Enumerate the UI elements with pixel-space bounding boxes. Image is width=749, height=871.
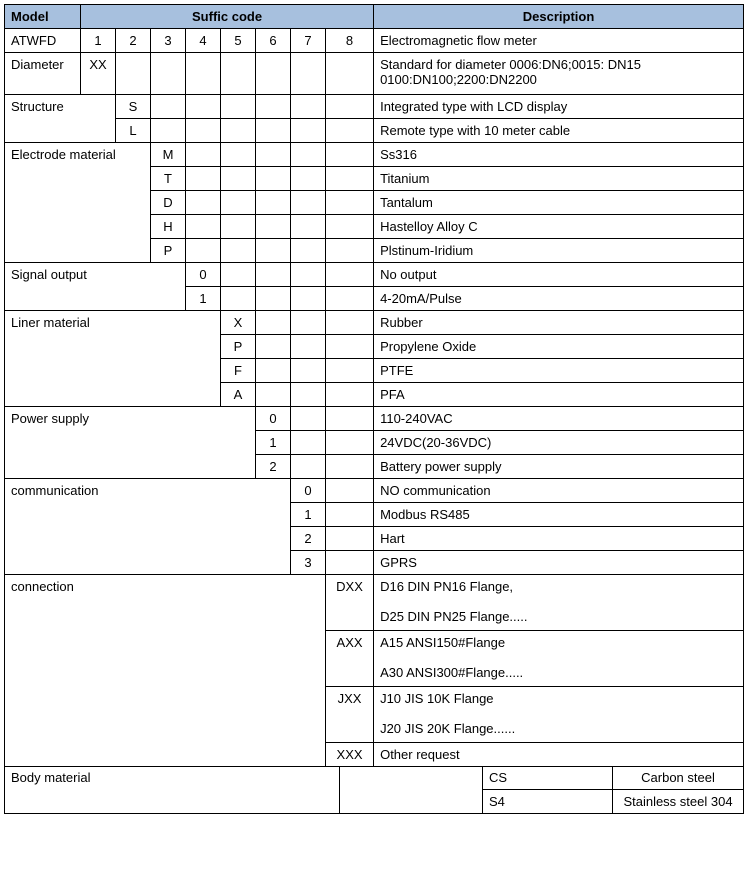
code-electrode-d: D (151, 191, 186, 215)
code-electrode-m: M (151, 143, 186, 167)
desc-electrode-m: Ss316 (374, 143, 744, 167)
code-structure-s: S (116, 95, 151, 119)
label-signal: Signal output (5, 263, 186, 311)
desc-diameter: Standard for diameter 0006:DN6;0015: DN1… (374, 53, 744, 95)
code-electrode-h: H (151, 215, 186, 239)
header-model: Model (5, 5, 81, 29)
desc-conn-jxx: J10 JIS 10K Flange J20 JIS 20K Flange...… (374, 687, 744, 743)
desc-liner-x: Rubber (374, 311, 744, 335)
desc-structure-s: Integrated type with LCD display (374, 95, 744, 119)
desc-structure-l: Remote type with 10 meter cable (374, 119, 744, 143)
code-signal-0: 0 (186, 263, 221, 287)
label-body: Body material (5, 766, 340, 814)
desc-comm-3: GPRS (374, 551, 744, 575)
desc-electrode-d: Tantalum (374, 191, 744, 215)
desc-conn-dxx: D16 DIN PN16 Flange, D25 DIN PN25 Flange… (374, 575, 744, 631)
code-electrode-p: P (151, 239, 186, 263)
code-signal-1: 1 (186, 287, 221, 311)
code-7: 7 (291, 29, 326, 53)
row-diameter: Diameter XX Standard for diameter 0006:D… (5, 53, 744, 95)
label-connection: connection (5, 575, 326, 767)
row-signal-1: Signal output 0 No output (5, 263, 744, 287)
code-conn-axx: AXX (326, 631, 374, 687)
desc-electrode-h: Hastelloy Alloy C (374, 215, 744, 239)
code-electrode-t: T (151, 167, 186, 191)
desc-conn-axx: A15 ANSI150#Flange A30 ANSI300#Flange...… (374, 631, 744, 687)
desc-electrode-t: Titanium (374, 167, 744, 191)
code-liner-f: F (221, 359, 256, 383)
code-body-cs: CS (483, 766, 613, 790)
label-structure: Structure (5, 95, 116, 143)
code-power-1: 1 (256, 431, 291, 455)
label-comm: communication (5, 479, 291, 575)
row-structure-1: Structure S Integrated type with LCD dis… (5, 95, 744, 119)
row-power-1: Power supply 0 110-240VAC (5, 407, 744, 431)
row-body-1: Body material CS Carbon steel (5, 766, 744, 790)
desc-comm-1: Modbus RS485 (374, 503, 744, 527)
row-comm-1: communication 0 NO communication (5, 479, 744, 503)
desc-comm-0: NO communication (374, 479, 744, 503)
code-2: 2 (116, 29, 151, 53)
row-atwfd: ATWFD 1 2 3 4 5 6 7 8 Electromagnetic fl… (5, 29, 744, 53)
code-liner-a: A (221, 383, 256, 407)
row-liner-1: Liner material X Rubber (5, 311, 744, 335)
code-body-s4: S4 (483, 790, 613, 814)
code-comm-0: 0 (291, 479, 326, 503)
code-diameter: XX (81, 53, 116, 95)
desc-liner-f: PTFE (374, 359, 744, 383)
header-row: Model Suffic code Description (5, 5, 744, 29)
code-liner-p: P (221, 335, 256, 359)
code-conn-dxx: DXX (326, 575, 374, 631)
code-structure-l: L (116, 119, 151, 143)
code-8: 8 (326, 29, 374, 53)
code-comm-2: 2 (291, 527, 326, 551)
code-6: 6 (256, 29, 291, 53)
row-structure-2: L Remote type with 10 meter cable (5, 119, 744, 143)
desc-power-0: 110-240VAC (374, 407, 744, 431)
code-5: 5 (221, 29, 256, 53)
desc-comm-2: Hart (374, 527, 744, 551)
row-electrode-1: Electrode material M Ss316 (5, 143, 744, 167)
label-electrode: Electrode material (5, 143, 151, 263)
desc-body-cs: Carbon steel (613, 766, 744, 790)
desc-electrode-p: Plstinum-Iridium (374, 239, 744, 263)
desc-atwfd: Electromagnetic flow meter (374, 29, 744, 53)
code-4: 4 (186, 29, 221, 53)
code-comm-1: 1 (291, 503, 326, 527)
desc-liner-p: Propylene Oxide (374, 335, 744, 359)
code-liner-x: X (221, 311, 256, 335)
header-desc: Description (374, 5, 744, 29)
desc-power-1: 24VDC(20-36VDC) (374, 431, 744, 455)
label-power: Power supply (5, 407, 256, 479)
desc-body-s4: Stainless steel 304 (613, 790, 744, 814)
desc-signal-0: No output (374, 263, 744, 287)
header-suffix: Suffic code (81, 5, 374, 29)
row-conn-1: connection DXX D16 DIN PN16 Flange, D25 … (5, 575, 744, 631)
body-material-table: Body material CS Carbon steel S4 Stainle… (4, 766, 744, 814)
code-conn-xxx: XXX (326, 743, 374, 767)
desc-power-2: Battery power supply (374, 455, 744, 479)
label-diameter: Diameter (5, 53, 81, 95)
code-1: 1 (81, 29, 116, 53)
desc-signal-1: 4-20mA/Pulse (374, 287, 744, 311)
code-power-2: 2 (256, 455, 291, 479)
desc-conn-xxx: Other request (374, 743, 744, 767)
desc-liner-a: PFA (374, 383, 744, 407)
model-code-table: Model Suffic code Description ATWFD 1 2 … (4, 4, 744, 767)
code-3: 3 (151, 29, 186, 53)
code-conn-jxx: JXX (326, 687, 374, 743)
label-atwfd: ATWFD (5, 29, 81, 53)
label-liner: Liner material (5, 311, 221, 407)
code-comm-3: 3 (291, 551, 326, 575)
code-power-0: 0 (256, 407, 291, 431)
